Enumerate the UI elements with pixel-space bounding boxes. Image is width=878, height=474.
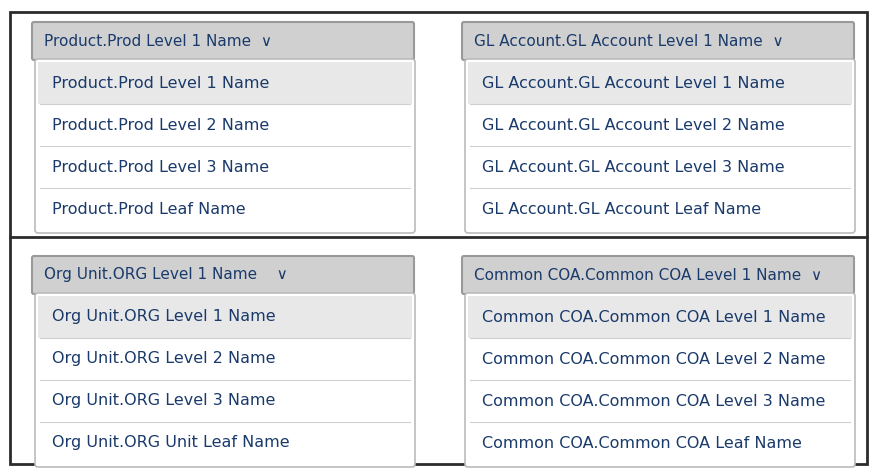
Text: Org Unit.ORG Unit Leaf Name: Org Unit.ORG Unit Leaf Name <box>52 436 289 450</box>
Text: Product.Prod Level 1 Name  ∨: Product.Prod Level 1 Name ∨ <box>44 34 271 48</box>
Text: Common COA.Common COA Level 1 Name  ∨: Common COA.Common COA Level 1 Name ∨ <box>473 267 821 283</box>
FancyBboxPatch shape <box>38 62 412 104</box>
FancyBboxPatch shape <box>462 22 853 60</box>
FancyBboxPatch shape <box>467 62 851 104</box>
Text: GL Account.GL Account Leaf Name: GL Account.GL Account Leaf Name <box>481 201 760 217</box>
Text: Org Unit.ORG Level 2 Name: Org Unit.ORG Level 2 Name <box>52 352 275 366</box>
Text: Product.Prod Level 3 Name: Product.Prod Level 3 Name <box>52 159 269 174</box>
Text: Org Unit.ORG Level 3 Name: Org Unit.ORG Level 3 Name <box>52 393 275 409</box>
Text: GL Account.GL Account Level 1 Name: GL Account.GL Account Level 1 Name <box>481 75 784 91</box>
Text: Org Unit.ORG Level 1 Name: Org Unit.ORG Level 1 Name <box>52 310 276 325</box>
Text: Common COA.Common COA Leaf Name: Common COA.Common COA Leaf Name <box>481 436 801 450</box>
FancyBboxPatch shape <box>10 12 866 464</box>
Text: Product.Prod Leaf Name: Product.Prod Leaf Name <box>52 201 245 217</box>
FancyBboxPatch shape <box>32 256 414 294</box>
FancyBboxPatch shape <box>38 296 412 338</box>
Text: GL Account.GL Account Level 3 Name: GL Account.GL Account Level 3 Name <box>481 159 784 174</box>
FancyBboxPatch shape <box>462 256 853 294</box>
FancyBboxPatch shape <box>35 293 414 467</box>
Text: Common COA.Common COA Level 3 Name: Common COA.Common COA Level 3 Name <box>481 393 824 409</box>
Text: Common COA.Common COA Level 2 Name: Common COA.Common COA Level 2 Name <box>481 352 824 366</box>
Text: Org Unit.ORG Level 1 Name    ∨: Org Unit.ORG Level 1 Name ∨ <box>44 267 287 283</box>
Text: Product.Prod Level 2 Name: Product.Prod Level 2 Name <box>52 118 269 133</box>
Text: GL Account.GL Account Level 1 Name  ∨: GL Account.GL Account Level 1 Name ∨ <box>473 34 782 48</box>
FancyBboxPatch shape <box>464 293 854 467</box>
FancyBboxPatch shape <box>467 296 851 338</box>
FancyBboxPatch shape <box>35 59 414 233</box>
Text: Product.Prod Level 1 Name: Product.Prod Level 1 Name <box>52 75 269 91</box>
Text: Common COA.Common COA Level 1 Name: Common COA.Common COA Level 1 Name <box>481 310 824 325</box>
Text: GL Account.GL Account Level 2 Name: GL Account.GL Account Level 2 Name <box>481 118 784 133</box>
FancyBboxPatch shape <box>464 59 854 233</box>
FancyBboxPatch shape <box>32 22 414 60</box>
